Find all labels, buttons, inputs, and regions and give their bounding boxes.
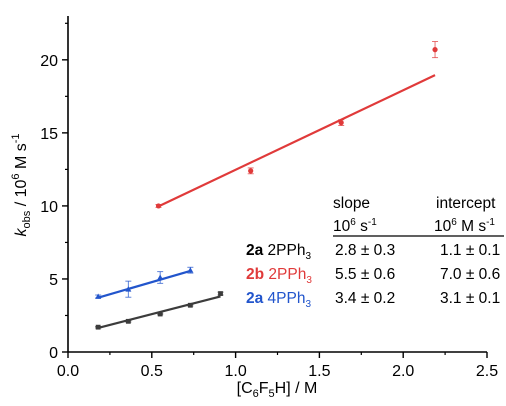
x-tick-label: 2.0 — [392, 363, 414, 380]
data-point — [157, 311, 163, 317]
series-layer — [95, 41, 439, 330]
table-row-label: 2b 2PPh3 — [246, 266, 312, 286]
table-row-slope: 2.8 ± 0.3 — [335, 242, 395, 259]
data-point — [95, 324, 101, 330]
data-point — [248, 168, 254, 174]
table-row-label: 2a 2PPh3 — [246, 242, 311, 262]
x-tick-label: 2.5 — [476, 363, 498, 380]
y-tick-label: 10 — [40, 199, 58, 216]
x-ticks: 0.0 0.5 1.0 1.5 2.0 2.5 — [57, 352, 498, 380]
table-header-slope: slope — [333, 195, 370, 212]
data-point — [157, 274, 164, 280]
table-row-intercept: 3.1 ± 0.1 — [440, 290, 500, 307]
data-point — [95, 293, 102, 299]
data-point — [155, 203, 162, 209]
y-axis-title: kobs / 106 M s-1 — [10, 133, 33, 236]
fit-line — [158, 74, 436, 208]
series-1 — [95, 266, 194, 299]
y-tick-label: 15 — [40, 126, 58, 143]
fit-line — [97, 269, 191, 299]
data-point — [187, 302, 193, 308]
data-point — [338, 120, 344, 126]
table-row-intercept: 7.0 ± 0.6 — [440, 266, 500, 283]
table-header-intercept: intercept — [436, 195, 496, 212]
data-point — [125, 286, 132, 292]
table-row-intercept: 1.1 ± 0.1 — [440, 242, 500, 259]
y-tick-label: 20 — [40, 53, 58, 70]
series-2 — [95, 291, 224, 330]
table-unit-slope: 106 s-1 — [333, 217, 377, 235]
x-tick-label: 1.5 — [308, 363, 330, 380]
table-row-slope: 5.5 ± 0.6 — [335, 266, 395, 283]
x-tick-label: 0.5 — [141, 363, 163, 380]
data-point — [218, 291, 223, 296]
y-tick-label: 5 — [49, 272, 58, 289]
table-row-slope: 3.4 ± 0.2 — [335, 290, 395, 307]
table-unit-intercept: 106 M s-1 — [434, 217, 495, 235]
data-point — [187, 267, 194, 273]
table-row-label: 2a 4PPh3 — [246, 290, 311, 310]
x-tick-label: 1.0 — [224, 363, 246, 380]
fit-table: slope intercept 106 s-1 106 M s-1 2a 2PP… — [246, 195, 504, 310]
data-point — [432, 47, 438, 53]
series-0 — [155, 41, 439, 209]
y-ticks: 0 5 10 15 20 — [40, 22, 68, 362]
x-axis-title: [C6F5H] / M — [237, 380, 318, 400]
x-tick-label: 0.0 — [57, 363, 79, 380]
data-point — [125, 318, 131, 324]
y-tick-label: 0 — [49, 345, 58, 362]
